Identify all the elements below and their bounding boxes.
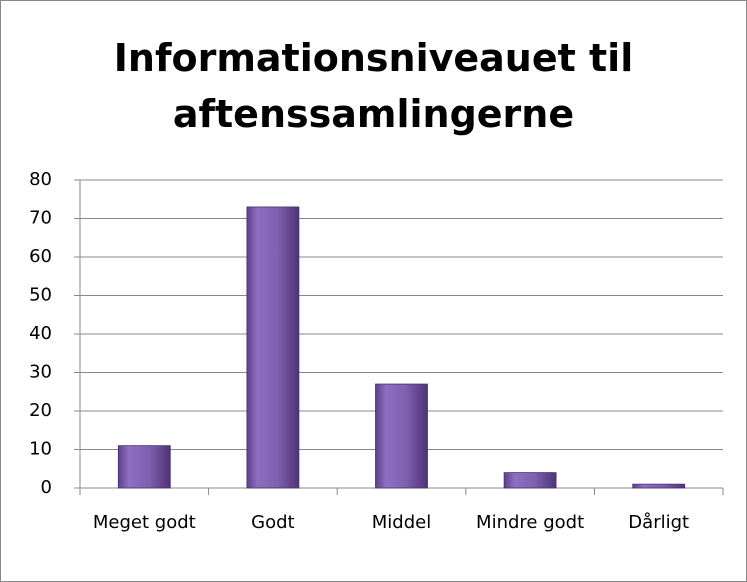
y-tick-label: 20 xyxy=(29,400,52,421)
bar xyxy=(375,383,428,489)
bar xyxy=(246,206,300,489)
chart-title: Informationsniveauet til aftenssamlinger… xyxy=(113,36,634,136)
x-tick-label: Mindre godt xyxy=(476,512,585,533)
bar xyxy=(632,483,686,489)
y-tick-label: 30 xyxy=(29,362,52,383)
y-tick-label: 80 xyxy=(29,169,52,190)
bar xyxy=(117,445,171,489)
x-tick-label: Meget godt xyxy=(92,512,196,533)
y-tick-label: 0 xyxy=(41,477,52,498)
bar xyxy=(503,472,557,489)
y-tick-label: 50 xyxy=(29,285,52,306)
x-tick-label: Godt xyxy=(251,512,295,533)
y-tick-label: 10 xyxy=(29,439,52,460)
y-tick-label: 40 xyxy=(29,323,52,344)
y-tick-label: 70 xyxy=(29,208,52,229)
x-tick-label: Dårligt xyxy=(628,512,690,533)
y-tick-label: 60 xyxy=(29,246,52,267)
x-tick-label: Middel xyxy=(371,512,432,533)
